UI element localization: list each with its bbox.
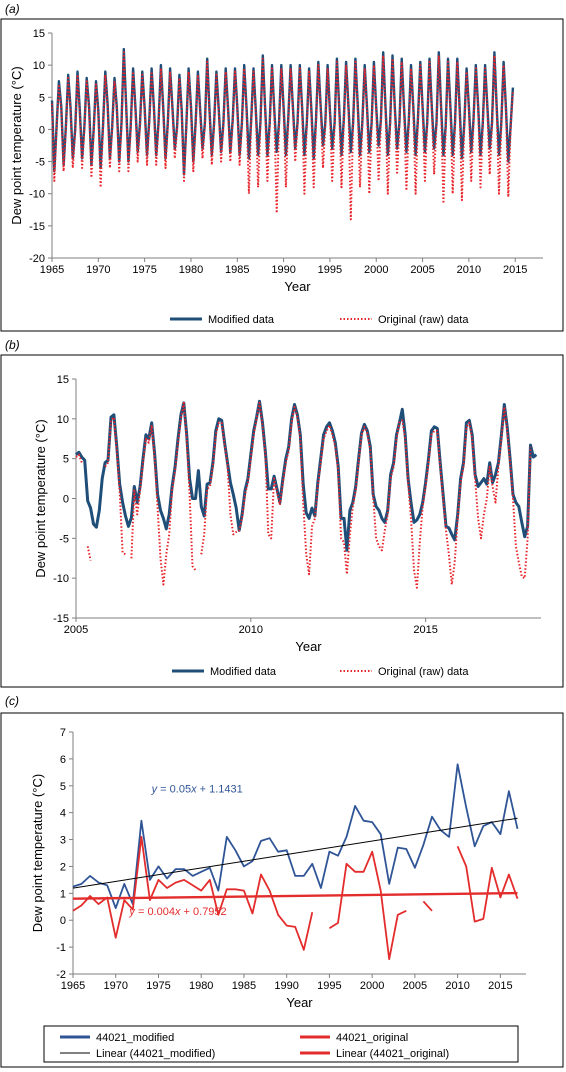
y-axis-label: Dew point temperature (°C) bbox=[33, 419, 48, 577]
x-tick-label: 2005 bbox=[403, 980, 427, 992]
y-tick-label: 15 bbox=[57, 374, 69, 386]
x-tick-label: 2010 bbox=[457, 264, 481, 276]
trendline-equation: y = 0.05x + 1.1431 bbox=[151, 784, 243, 796]
y-tick-label: -20 bbox=[29, 253, 45, 265]
chart-c: -2 -1 0 1 2 3 4 5 6 7 1965 1970 1975 1980 1985 1990 1995… bbox=[0, 712, 564, 1068]
series-line-1 bbox=[75, 401, 532, 589]
y-tick-label: 0 bbox=[39, 124, 45, 136]
y-tick-label: 6 bbox=[60, 754, 66, 766]
y-tick-label: 7 bbox=[60, 727, 66, 739]
legend-label: 44021_modified bbox=[96, 1032, 174, 1044]
y-axis-label: Dew point temperature (°C) bbox=[9, 66, 24, 224]
x-tick-label: 1990 bbox=[271, 264, 295, 276]
y-tick-label: -5 bbox=[59, 533, 69, 545]
legend-label: Original (raw) data bbox=[378, 666, 469, 678]
equation-part: y bbox=[128, 906, 136, 918]
chart-b: -15 -10 -5 0 5 10 15 2005 2010 2015 Year Dew point … bbox=[0, 354, 564, 688]
chart-frame bbox=[0, 18, 564, 332]
y-tick-label: 4 bbox=[60, 808, 66, 820]
y-tick-label: 10 bbox=[57, 414, 69, 426]
equation-part: + 0.7952 bbox=[180, 906, 226, 918]
x-tick-label: 2015 bbox=[413, 624, 437, 636]
y-tick-label: 0 bbox=[60, 915, 66, 927]
x-axis-label: Year bbox=[295, 639, 322, 654]
equation-part: = 0.004 bbox=[135, 906, 175, 918]
y-tick-label: 2 bbox=[60, 861, 66, 873]
y-tick-label: 1 bbox=[60, 888, 66, 900]
x-tick-label: 2005 bbox=[64, 624, 88, 636]
legend-label: Modified data bbox=[210, 666, 277, 678]
x-tick-label: 2000 bbox=[364, 264, 388, 276]
x-tick-label: 2010 bbox=[445, 980, 469, 992]
x-tick-label: 1980 bbox=[189, 980, 213, 992]
legend-label: Original (raw) data bbox=[378, 314, 469, 326]
x-tick-label: 1965 bbox=[61, 980, 85, 992]
panel-c-label: (c) bbox=[5, 694, 19, 708]
series-line-0 bbox=[75, 399, 538, 552]
x-tick-label: 1975 bbox=[132, 264, 156, 276]
trendline-equation: y = 0.004x + 0.7952 bbox=[128, 906, 226, 918]
x-tick-label: 1995 bbox=[318, 264, 342, 276]
y-tick-label: 0 bbox=[63, 494, 69, 506]
equation-part: x bbox=[190, 784, 197, 796]
legend-label: Modified data bbox=[208, 314, 275, 326]
series-line-3 bbox=[72, 891, 518, 900]
x-tick-label: 2010 bbox=[239, 624, 263, 636]
y-tick-label: -10 bbox=[29, 189, 45, 201]
x-tick-label: 1965 bbox=[40, 264, 64, 276]
series-line-0 bbox=[72, 763, 519, 909]
x-tick-label: 1980 bbox=[179, 264, 203, 276]
y-tick-label: 10 bbox=[33, 60, 45, 72]
equation-part: + 1.1431 bbox=[197, 784, 243, 796]
series-line-1 bbox=[72, 836, 519, 961]
chart-a: -20 -15 -10 -5 0 5 10 15 1965 1970 1975 1980 1985 199… bbox=[0, 18, 564, 332]
legend-label: 44021_original bbox=[336, 1032, 408, 1044]
y-tick-label: -15 bbox=[29, 221, 45, 233]
y-tick-label: -1 bbox=[56, 942, 66, 954]
equation-part: y bbox=[151, 784, 159, 796]
y-tick-label: 5 bbox=[39, 92, 45, 104]
equation-part: x bbox=[174, 906, 181, 918]
y-tick-label: 5 bbox=[63, 454, 69, 466]
x-tick-label: 2000 bbox=[360, 980, 384, 992]
x-tick-label: 1985 bbox=[225, 264, 249, 276]
panel-b-label: (b) bbox=[5, 338, 20, 352]
legend-label: Linear (44021_modified) bbox=[96, 1048, 215, 1060]
series-line-2 bbox=[72, 817, 518, 889]
x-tick-label: 2005 bbox=[410, 264, 434, 276]
legend-box bbox=[43, 1025, 519, 1063]
y-tick-label: 5 bbox=[60, 781, 66, 793]
y-tick-label: -15 bbox=[53, 613, 69, 625]
series-line-1 bbox=[51, 51, 514, 221]
y-tick-label: 3 bbox=[60, 835, 66, 847]
x-tick-label: 1970 bbox=[86, 264, 110, 276]
legend-label: Linear (44021_original) bbox=[336, 1048, 449, 1060]
x-tick-label: 2015 bbox=[503, 264, 527, 276]
x-tick-label: 1970 bbox=[103, 980, 127, 992]
x-tick-label: 1990 bbox=[274, 980, 298, 992]
x-tick-label: 2015 bbox=[488, 980, 512, 992]
y-axis-label: Dew point temperature (°C) bbox=[30, 774, 45, 932]
chart-frame bbox=[0, 354, 564, 688]
x-tick-label: 1975 bbox=[146, 980, 170, 992]
equation-part: = 0.05 bbox=[157, 784, 191, 796]
y-tick-label: -5 bbox=[35, 157, 45, 169]
y-tick-label: -10 bbox=[53, 573, 69, 585]
x-axis-label: Year bbox=[284, 279, 311, 294]
panel-a-label: (a) bbox=[5, 2, 20, 16]
x-tick-label: 1995 bbox=[317, 980, 341, 992]
x-tick-label: 1985 bbox=[232, 980, 256, 992]
y-tick-label: 15 bbox=[33, 28, 45, 40]
chart-frame bbox=[0, 712, 564, 1068]
y-tick-label: -2 bbox=[56, 969, 66, 981]
x-axis-label: Year bbox=[286, 995, 313, 1010]
